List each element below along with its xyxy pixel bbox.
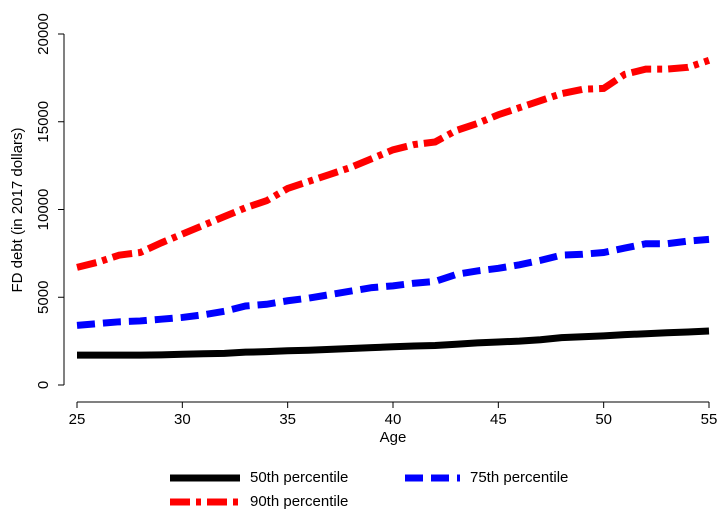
x-tick-label: 45 xyxy=(490,411,507,428)
legend-label: 50th percentile xyxy=(250,469,348,486)
series-line xyxy=(77,327,710,359)
x-axis-label: Age xyxy=(380,429,407,446)
y-tick-label: 5000 xyxy=(35,281,52,314)
y-tick-label: 10000 xyxy=(35,189,52,231)
x-tick-label: 25 xyxy=(69,411,86,428)
x-tick-label: 40 xyxy=(385,411,402,428)
x-tick-label: 30 xyxy=(174,411,191,428)
series-line xyxy=(76,235,710,329)
legend-label: 75th percentile xyxy=(470,469,568,486)
series-line xyxy=(76,57,711,271)
x-tick-label: 35 xyxy=(279,411,296,428)
x-tick-label: 55 xyxy=(701,411,718,428)
y-tick-label: 20000 xyxy=(35,13,52,55)
x-tick-label: 50 xyxy=(595,411,612,428)
y-tick-label: 0 xyxy=(35,381,52,389)
legend-label: 90th percentile xyxy=(250,493,348,510)
y-tick-label: 15000 xyxy=(35,101,52,143)
y-axis-label: FD debt (in 2017 dollars) xyxy=(9,127,26,292)
